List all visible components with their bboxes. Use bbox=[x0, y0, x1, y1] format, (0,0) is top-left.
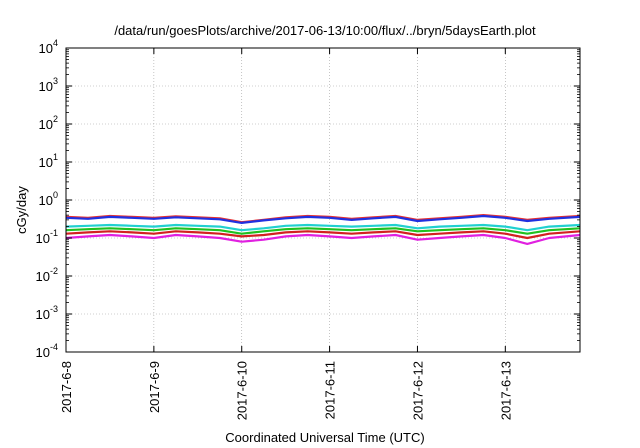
y-tick-label: 102 bbox=[39, 114, 58, 132]
x-tick-label: 2017-6-11 bbox=[323, 361, 338, 419]
y-axis-label: cGy/day bbox=[14, 186, 29, 234]
y-tick-label: 10-2 bbox=[36, 266, 58, 284]
series-line-6 bbox=[65, 214, 581, 224]
x-axis-label: Coordinated Universal Time (UTC) bbox=[225, 430, 424, 445]
x-tick-label: 2017-6-10 bbox=[235, 361, 250, 420]
chart-title: /data/run/goesPlots/archive/2017-06-13/1… bbox=[114, 23, 536, 38]
x-tick-label: 2017-6-8 bbox=[59, 361, 74, 413]
x-tick-label: 2017-6-9 bbox=[147, 361, 162, 413]
series-line-1 bbox=[65, 233, 581, 245]
y-tick-label: 104 bbox=[39, 38, 58, 56]
y-tick-label: 10-3 bbox=[36, 304, 58, 322]
series-line-4 bbox=[65, 223, 581, 232]
series-layer bbox=[65, 214, 581, 245]
y-tick-label: 10-1 bbox=[36, 228, 58, 246]
plot-frame bbox=[65, 47, 581, 353]
x-tick-label: 2017-6-12 bbox=[410, 361, 425, 420]
x-tick-label: 2017-6-13 bbox=[498, 361, 513, 420]
axes: 10-4 10-3 10-2 10-1 100 101 102 103 104 2017-6-8 2… bbox=[36, 38, 580, 420]
y-tick-label: 101 bbox=[39, 152, 58, 170]
y-tick-label: 10-4 bbox=[36, 342, 58, 360]
series-line-2 bbox=[65, 230, 581, 240]
y-tick-label: 103 bbox=[39, 76, 58, 94]
series-line-3 bbox=[65, 227, 581, 235]
grid bbox=[66, 48, 580, 352]
y-tick-label: 100 bbox=[39, 190, 58, 208]
